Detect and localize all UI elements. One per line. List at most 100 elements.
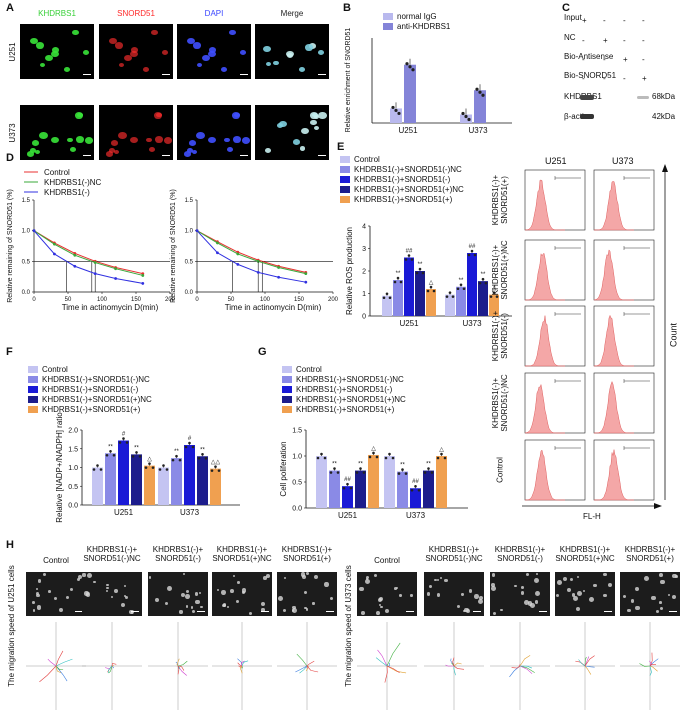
data-point [478,90,482,94]
bar [118,440,129,505]
cell [85,592,91,597]
bar [355,470,366,508]
histogram [524,179,565,231]
data-point [349,486,353,490]
cell [59,608,64,613]
sign-mark: + [582,16,587,25]
cell-track [47,658,57,667]
row-label-part: KHDRBS1(-)+ [490,244,500,296]
data-point [484,281,488,285]
x-axis-label: Time in actinomycin D(min) [62,303,159,312]
significance-mark: △ [147,457,152,463]
cell [186,605,189,608]
blot-band [580,95,594,100]
row-label: Input [564,13,582,22]
fl-arrow [654,503,662,509]
cell [305,607,309,611]
condition-title-part: SNORD51(+)NC [555,554,615,564]
row-label-part: SNORD51(-)NC [500,374,509,432]
cell-nucleus [76,136,85,144]
cell [493,611,497,616]
cell [114,589,118,593]
legend-swatch [340,166,350,173]
cell [655,609,660,613]
cell-track [453,662,462,667]
cell [248,611,252,615]
cell-nucleus [114,150,120,155]
micrograph [99,105,173,160]
cell-track [584,665,592,675]
cell [47,589,51,593]
significance-mark: ** [200,447,205,453]
data-point [256,259,260,263]
cell [555,594,559,598]
cell-track [237,658,243,667]
cell [77,574,83,580]
cell-nucleus [131,47,139,53]
cell-nucleus [276,123,283,129]
condition-title: KHDRBS1(-)+ SNORD51(+) [282,545,332,563]
scale-bar [131,611,139,612]
histogram-frame [593,169,655,231]
blot-size: 68kDa [652,92,676,101]
cell-nucleus [29,148,37,154]
histogram-frame [524,169,586,231]
data-point [162,464,165,467]
cell-track [649,652,653,667]
data-point [333,467,336,470]
cell-track [386,665,400,674]
cell-nucleus [188,139,197,146]
legend-swatch [28,406,38,413]
histogram [524,315,566,367]
cell [437,578,440,582]
sign-mark: - [603,55,606,64]
data-point [408,65,412,69]
cell [324,582,329,587]
data-point [93,259,97,263]
cell-track [386,665,407,674]
cell [593,584,597,588]
y-tick-label: 1.0 [185,229,194,235]
x-tick-label: 100 [260,297,271,303]
y-axis-label: Count [668,322,679,348]
y-tick-label: 1.5 [68,446,78,453]
y-tick-label: 4 [362,224,366,231]
histogram [593,181,635,231]
cell-nucleus [69,146,77,153]
cell-track [237,662,243,667]
cell [398,594,402,597]
data-point [404,472,408,475]
data-point [467,117,471,122]
cell-nucleus [124,54,133,62]
condition-title: KHDRBS1(-)+ SNORD51(+)NC [555,545,614,563]
row-label: U251 [8,41,17,62]
panel-label-a: A [6,2,14,14]
data-point [92,468,96,471]
cell-nucleus [151,29,158,35]
bar [171,458,182,505]
scale-bar [261,611,269,612]
cell-nucleus [264,148,272,154]
scale-bar [669,611,677,612]
data-point [443,456,447,460]
data-point [359,467,362,470]
category-label: U251 [114,508,134,517]
row-label-part: Control [495,457,505,483]
legend-label: KHDRBS1(-)+SNORD51(+)NC [296,395,406,404]
data-point [217,469,221,472]
cell [301,575,306,579]
category-label: U251 [398,126,418,135]
cell [521,586,525,590]
data-point [473,253,477,257]
cell [491,586,497,591]
legend-swatch [340,156,350,163]
legend-label: KHDRBS1(-)+SNORD51(+) [42,405,141,414]
cell [428,585,432,588]
data-point [388,296,392,300]
cell [303,590,307,594]
legend-swatch [340,176,350,183]
column-title: KHDRBS1 [38,9,76,18]
data-point [256,258,260,262]
y-tick-label: 2.0 [68,428,78,435]
cell-nucleus [313,126,319,131]
